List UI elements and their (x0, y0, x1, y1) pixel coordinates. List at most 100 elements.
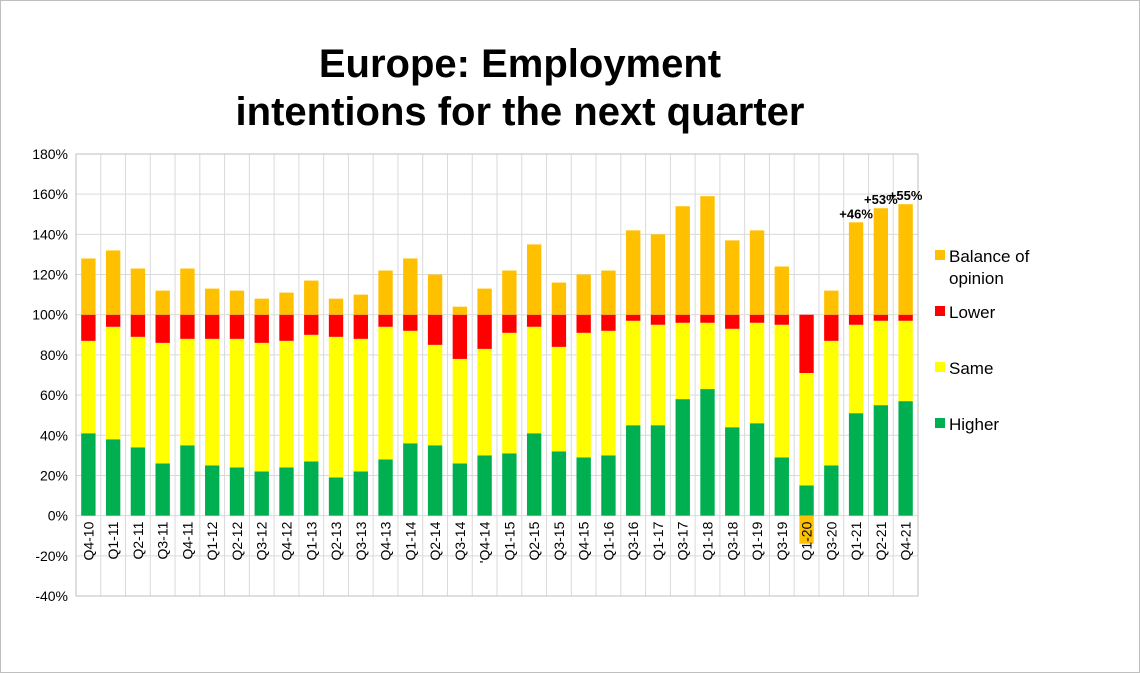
bar-same (675, 322, 690, 400)
bar-higher (304, 461, 319, 516)
bar-balance-of-opinion (155, 290, 170, 315)
x-tick-label: Q4-21 (898, 521, 914, 560)
chart-title-line-1: Europe: Employment (318, 42, 722, 86)
bar-higher (824, 465, 839, 516)
bar-same (601, 330, 616, 456)
data-annotation: +46% (839, 206, 873, 221)
bar-balance-of-opinion (427, 274, 443, 315)
bar-lower (205, 314, 220, 339)
bar-lower (502, 314, 517, 333)
bar-higher (229, 467, 245, 516)
bar-lower (526, 314, 542, 327)
bar-higher (700, 389, 715, 516)
bar-balance-of-opinion (675, 206, 690, 315)
y-tick-label: 20% (40, 467, 68, 483)
x-tick-label: Q1-14 (402, 521, 418, 560)
x-tick-label: Q1-13 (303, 521, 319, 560)
bar-lower (452, 314, 468, 359)
y-tick-label: 180% (32, 146, 68, 162)
bar-same (650, 324, 666, 426)
bar-same (452, 358, 468, 464)
x-tick-label: Q4-13 (378, 521, 394, 560)
x-tick-label: Q3-11 (155, 521, 171, 559)
x-tick-label: Q2-11 (130, 521, 146, 559)
legend-swatch (935, 306, 945, 316)
bar-balance-of-opinion (81, 258, 96, 315)
x-tick-label: Q2-12 (229, 521, 245, 560)
bar-balance-of-opinion (452, 306, 468, 315)
bar-higher (328, 477, 344, 516)
bar-lower (328, 314, 344, 337)
bar-balance-of-opinion (378, 270, 393, 315)
bar-higher (725, 427, 740, 516)
bar-lower (675, 314, 690, 323)
bar-higher (873, 405, 889, 516)
bar-lower (427, 314, 443, 345)
bar-balance-of-opinion (898, 204, 913, 315)
bar-higher (576, 457, 591, 516)
bar-balance-of-opinion (477, 288, 492, 315)
bar-same (576, 332, 591, 458)
bar-same (105, 326, 121, 440)
chart-title: Europe: Employment intentions for the ne… (120, 40, 920, 136)
bar-same (304, 334, 319, 462)
bar-lower (254, 314, 269, 343)
bar-lower (353, 314, 368, 339)
legend-swatch (935, 362, 945, 372)
bar-balance-of-opinion (180, 268, 195, 315)
legend-label: opinion (949, 269, 1004, 288)
bar-same (403, 330, 418, 444)
bar-higher (130, 447, 146, 516)
bar-higher (626, 425, 641, 516)
bar-balance-of-opinion (601, 270, 616, 315)
x-tick-label: Q3-16 (625, 521, 641, 560)
plot-area (75, 153, 919, 597)
bar-lower (824, 314, 839, 341)
bar-balance-of-opinion (205, 288, 220, 315)
bar-higher (81, 433, 96, 516)
y-tick-label: -40% (35, 588, 68, 604)
bar-lower (155, 314, 170, 343)
x-tick-label: Q4-15 (576, 521, 592, 560)
bar-same (799, 372, 814, 486)
bar-same (725, 328, 740, 428)
y-tick-label: 120% (32, 267, 68, 283)
bar-balance-of-opinion (576, 274, 591, 315)
x-tick-label: 'Q4-14 (477, 521, 493, 563)
bar-same (898, 320, 913, 402)
bar-balance-of-opinion (105, 250, 121, 315)
bar-lower (229, 314, 245, 339)
x-tick-label: Q3-19 (774, 521, 790, 560)
legend-label: Higher (949, 415, 999, 434)
bar-same (873, 320, 889, 406)
x-tick-label: Q3-18 (724, 521, 740, 560)
y-tick-label: 160% (32, 186, 68, 202)
legend-label: Lower (949, 303, 996, 322)
y-tick-label: 80% (40, 347, 68, 363)
bar-same (205, 338, 220, 466)
bar-higher (279, 467, 294, 516)
x-tick-label: Q4-10 (80, 521, 96, 560)
bar-balance-of-opinion (304, 280, 319, 315)
bar-same (626, 320, 641, 426)
bar-same (502, 332, 517, 454)
y-tick-label: 0% (48, 508, 68, 524)
bar-balance-of-opinion (824, 290, 839, 315)
bar-lower (601, 314, 616, 331)
bar-lower (898, 314, 913, 321)
bar-higher (799, 485, 814, 516)
bar-same (155, 342, 170, 464)
bar-balance-of-opinion (700, 196, 715, 315)
bar-balance-of-opinion (526, 244, 542, 315)
bar-same (353, 338, 368, 472)
bar-lower (403, 314, 418, 331)
x-tick-label: Q3-15 (551, 521, 567, 560)
bar-higher (155, 463, 170, 516)
bar-balance-of-opinion (774, 266, 789, 315)
bar-lower (749, 314, 765, 323)
bar-same (700, 322, 715, 390)
bar-same (824, 340, 839, 466)
bar-higher (650, 425, 666, 516)
bar-balance-of-opinion (502, 270, 517, 315)
bar-higher (774, 457, 789, 516)
